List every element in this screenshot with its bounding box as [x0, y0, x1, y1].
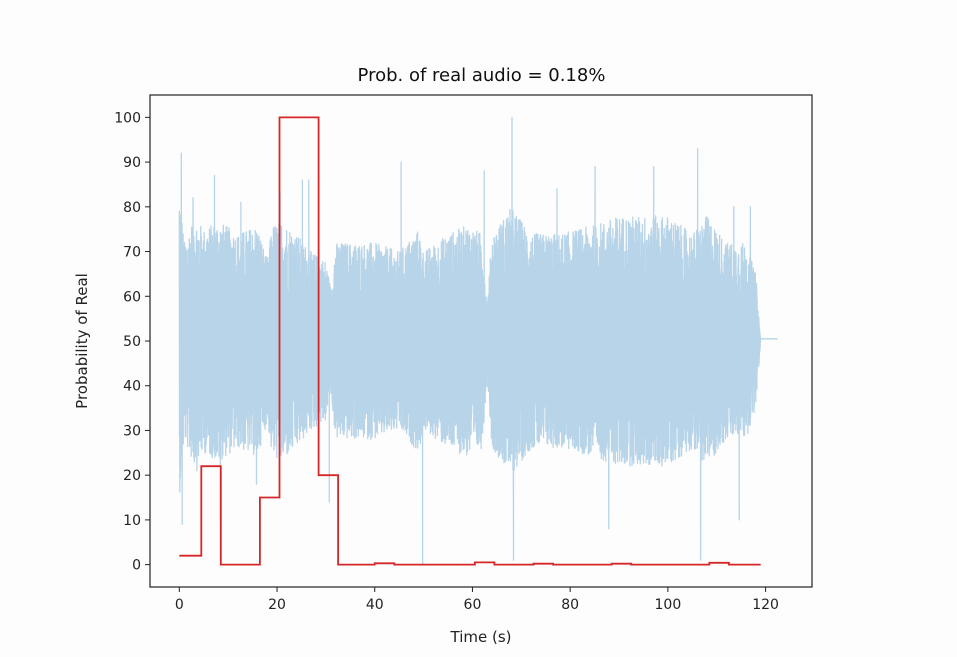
y-tick-label: 50 [123, 334, 141, 350]
y-tick-label: 100 [114, 110, 141, 126]
x-tick-label: 40 [366, 597, 384, 613]
y-tick-label: 90 [123, 155, 141, 171]
y-tick-label: 0 [132, 558, 141, 574]
y-axis: 0 10 20 30 40 50 60 70 80 90 100 [114, 110, 150, 574]
x-tick-label: 120 [752, 597, 779, 613]
x-axis: 0 20 40 60 80 100 120 [175, 587, 779, 613]
series-layer [178, 116, 778, 566]
y-tick-label: 40 [123, 379, 141, 395]
x-axis-title: Time (s) [450, 628, 512, 646]
probability-step-series [179, 116, 761, 566]
x-tick-label: 0 [175, 597, 184, 613]
y-tick-label: 80 [123, 200, 141, 216]
y-tick-label: 10 [123, 513, 141, 529]
audio-waveform-series [178, 116, 778, 566]
y-tick-label: 30 [123, 423, 141, 439]
y-tick-label: 70 [123, 245, 141, 261]
y-tick-label: 60 [123, 289, 141, 305]
chart-title: Prob. of real audio = 0.18% [358, 65, 606, 86]
x-tick-label: 100 [655, 597, 682, 613]
x-tick-label: 60 [464, 597, 482, 613]
y-tick-label: 20 [123, 468, 141, 484]
x-tick-label: 80 [561, 597, 579, 613]
x-tick-label: 20 [268, 597, 286, 613]
y-axis-title: Probability of Real [73, 273, 91, 409]
